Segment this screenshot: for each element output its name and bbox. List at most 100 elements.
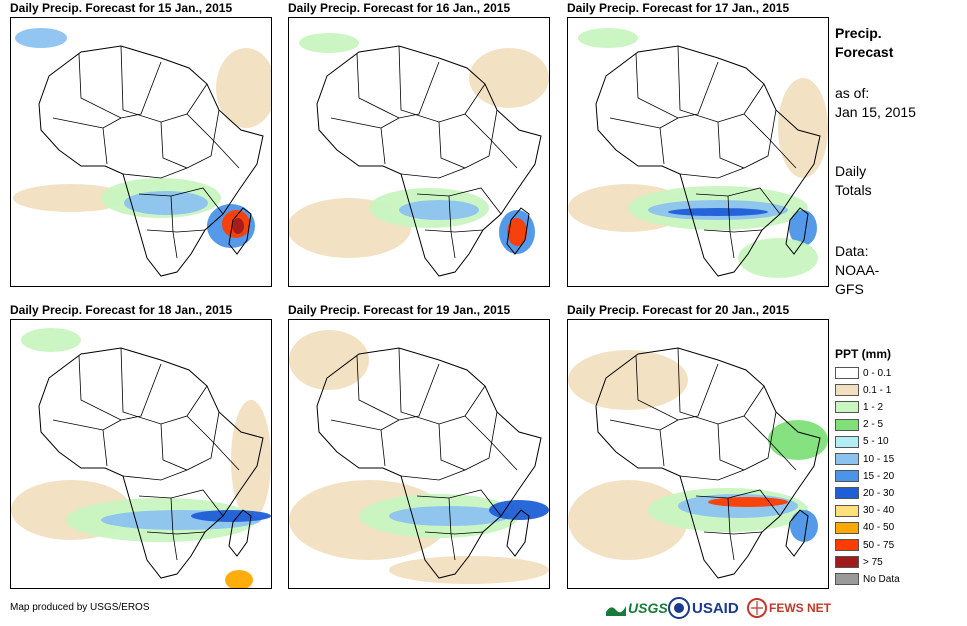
precip-map: [289, 330, 549, 584]
country-border: [727, 195, 735, 259]
legend-label: 0 - 0.1: [863, 367, 892, 379]
map-frame: [288, 319, 550, 589]
country-border: [727, 497, 735, 561]
precip-area: [489, 500, 549, 520]
country-border: [464, 415, 518, 471]
country-border: [677, 347, 765, 425]
country-border: [146, 229, 206, 233]
country-border: [695, 187, 781, 215]
madagascar-outline: [228, 509, 252, 557]
legend-item: 10 - 15: [835, 452, 894, 466]
map-panel-day-17: Daily Precip. Forecast for 17 Jan., 2015: [567, 0, 829, 287]
country-border: [120, 347, 208, 425]
legend-swatch: [835, 453, 859, 465]
madagascar-outline: [506, 207, 530, 255]
madagascar-outline: [506, 509, 530, 557]
legend-swatch: [835, 521, 859, 534]
usgs-logo: USGS: [606, 597, 668, 619]
country-border: [160, 109, 220, 169]
country-border: [78, 355, 162, 421]
country-border: [398, 347, 486, 425]
country-border: [703, 229, 763, 233]
legend-item: 0 - 0.1: [835, 366, 891, 380]
legend-item: 30 - 40: [835, 504, 894, 518]
precip-layer: [289, 330, 549, 584]
legend-item: 0.1 - 1: [835, 383, 891, 397]
legend-item: 20 - 30: [835, 486, 894, 500]
legend-label: 30 - 40: [863, 505, 895, 517]
legend-item: > 75: [835, 555, 883, 569]
fewsnet-logo: FEWS NET: [747, 597, 831, 619]
precip-area: [507, 218, 527, 246]
fewsnet-logo-text: FEWS NET: [769, 601, 831, 615]
legend-swatch: [835, 418, 859, 431]
precip-area: [389, 506, 509, 526]
legend-label: 1 - 2: [863, 401, 884, 413]
africa-coastline: [316, 45, 542, 277]
precip-area: [225, 570, 253, 588]
africa-coastline: [316, 347, 542, 579]
usaid-seal-icon: [668, 597, 690, 619]
legend-label: 0.1 - 1: [863, 384, 892, 396]
legend-label: 20 - 30: [863, 487, 895, 499]
credit-text: Map produced by USGS/EROS: [10, 602, 150, 613]
country-border: [448, 195, 456, 259]
country-border: [330, 117, 400, 129]
fewsnet-globe-icon: [747, 598, 767, 618]
map-panel-day-16: Daily Precip. Forecast for 16 Jan., 2015: [288, 0, 550, 287]
map-panel-day-15: Daily Precip. Forecast for 15 Jan., 2015: [10, 0, 272, 287]
sidebar-totals-line1: Daily: [835, 163, 867, 179]
precip-layer: [568, 28, 828, 278]
country-border: [438, 411, 498, 471]
legend-item: No Data: [835, 572, 900, 586]
country-border: [743, 415, 797, 471]
legend-label: No Data: [863, 573, 900, 585]
africa-coastline: [595, 45, 821, 277]
legend-item: 50 - 75: [835, 538, 894, 552]
legend-label: > 75: [863, 556, 883, 568]
precip-layer: [13, 28, 271, 248]
africa-coastline: [38, 45, 264, 277]
country-border: [416, 187, 502, 215]
usgs-wave-icon: [606, 606, 626, 616]
precip-area: [15, 28, 67, 48]
precip-layer: [289, 33, 549, 258]
precip-map: [568, 347, 828, 579]
sidebar-data-line2: NOAA-: [835, 262, 880, 278]
precip-layer: [568, 350, 828, 560]
precip-area: [708, 497, 788, 507]
precip-area: [231, 400, 271, 520]
map-frame: [10, 17, 272, 287]
africa-coastline: [38, 347, 264, 579]
legend-swatch: [835, 487, 859, 500]
country-border: [138, 489, 224, 517]
precip-layer: [11, 328, 271, 588]
country-border: [380, 429, 386, 467]
sidebar-data-line3: GFS: [835, 281, 864, 297]
legend-item: 5 - 10: [835, 435, 889, 449]
legend-swatch: [835, 367, 859, 379]
country-border: [78, 53, 162, 119]
madagascar-outline: [785, 207, 809, 255]
legend-label: 50 - 75: [863, 539, 895, 551]
precip-area: [389, 556, 549, 584]
precip-area: [21, 328, 81, 352]
precip-area: [789, 210, 817, 246]
madagascar-outline: [228, 207, 252, 255]
country-border: [400, 469, 466, 481]
country-border: [438, 109, 498, 169]
country-border: [464, 113, 518, 169]
country-border: [330, 419, 400, 431]
sidebar-data-line1: Data:: [835, 243, 869, 259]
panel-title: Daily Precip. Forecast for 15 Jan., 2015: [10, 1, 233, 15]
precip-area: [790, 510, 818, 542]
country-border: [138, 187, 224, 215]
legend-swatch: [835, 470, 859, 483]
precip-map: [13, 28, 271, 277]
map-panel-day-20: Daily Precip. Forecast for 20 Jan., 2015: [567, 302, 829, 589]
legend-label: 10 - 15: [863, 453, 895, 465]
country-border: [186, 113, 240, 169]
precip-area: [289, 330, 369, 390]
precip-area: [738, 238, 818, 278]
legend-swatch: [835, 539, 859, 551]
